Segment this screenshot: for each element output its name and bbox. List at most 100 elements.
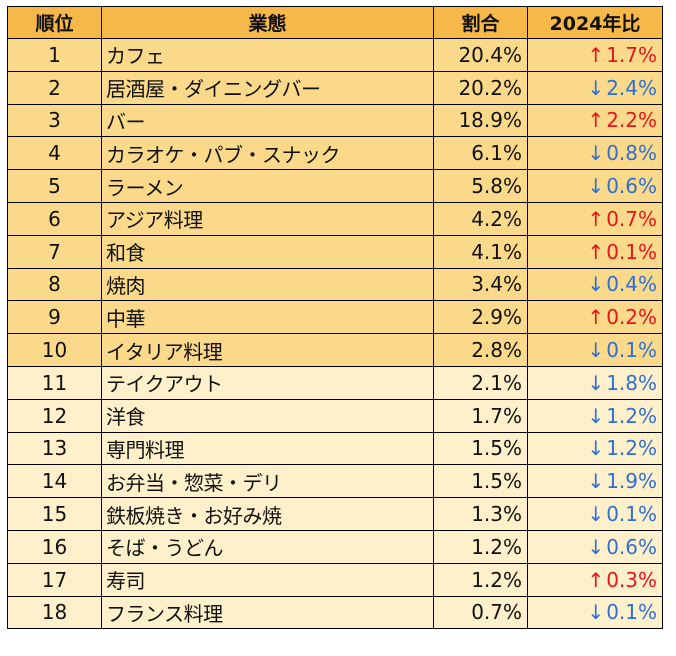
change-cell: ↑ 1.7% — [527, 38, 663, 72]
table-row: 12 洋食 1.7% ↓ 1.2% — [7, 398, 663, 433]
table-row: 9 中華 2.9% ↑ 0.2% — [7, 300, 663, 335]
arrow-down-icon: ↓ — [587, 141, 605, 166]
share-cell: 1.2% — [433, 529, 528, 564]
table-row: 17 寿司 1.2% ↑ 0.3% — [7, 562, 663, 597]
table-row: 18 フランス料理 0.7% ↓ 0.1% — [7, 595, 663, 630]
change-value: 2.4% — [606, 75, 657, 100]
rank-cell: 3 — [7, 103, 102, 138]
header-row: 順位 業態 割合 2024年比 — [7, 6, 663, 39]
table-row: 2 居酒屋・ダイニングバー 20.2% ↓ 2.4% — [7, 70, 663, 105]
change-cell: ↓ 0.1% — [527, 333, 663, 367]
category-cell: 居酒屋・ダイニングバー — [101, 70, 434, 105]
change-value: 0.4% — [606, 272, 657, 297]
change-value: 1.2% — [606, 436, 657, 461]
category-cell: そば・うどん — [101, 529, 434, 564]
rank-cell: 8 — [7, 267, 102, 302]
change-value: 1.2% — [606, 403, 657, 428]
arrow-up-icon: ↑ — [587, 42, 605, 67]
rank-cell: 16 — [7, 529, 102, 564]
rank-cell: 4 — [7, 136, 102, 171]
table-body: 1 カフェ 20.4% ↑ 1.7% 2 居酒屋・ダイニングバー 20.2% ↓ 2… — [7, 38, 663, 630]
change-cell: ↓ 0.6% — [527, 169, 663, 203]
table-row: 7 和食 4.1% ↑ 0.1% — [7, 234, 663, 269]
share-cell: 6.1% — [433, 136, 528, 171]
change-value: 0.2% — [606, 305, 657, 330]
change-value: 0.7% — [606, 206, 657, 231]
category-cell: フランス料理 — [101, 595, 434, 630]
arrow-down-icon: ↓ — [587, 534, 605, 559]
change-value: 1.8% — [606, 370, 657, 395]
change-cell: ↓ 0.1% — [527, 497, 663, 531]
arrow-down-icon: ↓ — [587, 469, 605, 494]
share-cell: 20.4% — [433, 38, 528, 72]
ranking-table: 順位 業態 割合 2024年比 1 カフェ 20.4% ↑ 1.7% 2 居酒屋・… — [7, 6, 663, 630]
change-value: 0.6% — [606, 534, 657, 559]
arrow-down-icon: ↓ — [587, 338, 605, 363]
change-value: 1.9% — [606, 469, 657, 494]
arrow-down-icon: ↓ — [587, 75, 605, 100]
rank-cell: 10 — [7, 333, 102, 367]
rank-cell: 5 — [7, 169, 102, 203]
table-row: 1 カフェ 20.4% ↑ 1.7% — [7, 38, 663, 72]
category-cell: 中華 — [101, 300, 434, 335]
arrow-up-icon: ↑ — [587, 239, 605, 264]
rank-cell: 18 — [7, 595, 102, 630]
category-cell: お弁当・惣菜・デリ — [101, 464, 434, 499]
rank-cell: 11 — [7, 365, 102, 400]
share-cell: 2.9% — [433, 300, 528, 335]
change-cell: ↓ 0.4% — [527, 267, 663, 302]
category-cell: カフェ — [101, 38, 434, 72]
category-cell: 和食 — [101, 234, 434, 269]
category-cell: ラーメン — [101, 169, 434, 203]
category-cell: 洋食 — [101, 398, 434, 433]
rank-cell: 6 — [7, 201, 102, 236]
change-value: 0.8% — [606, 141, 657, 166]
change-cell: ↓ 0.1% — [527, 595, 663, 630]
rank-cell: 14 — [7, 464, 102, 499]
share-cell: 1.5% — [433, 431, 528, 466]
share-cell: 2.1% — [433, 365, 528, 400]
rank-cell: 17 — [7, 562, 102, 597]
table-row: 14 お弁当・惣菜・デリ 1.5% ↓ 1.9% — [7, 464, 663, 499]
rank-cell: 9 — [7, 300, 102, 335]
share-cell: 4.2% — [433, 201, 528, 236]
share-cell: 5.8% — [433, 169, 528, 203]
header-rank: 順位 — [7, 6, 102, 39]
category-cell: 鉄板焼き・お好み焼 — [101, 497, 434, 531]
arrow-down-icon: ↓ — [587, 436, 605, 461]
table-row: 11 テイクアウト 2.1% ↓ 1.8% — [7, 365, 663, 400]
table-row: 3 バー 18.9% ↑ 2.2% — [7, 103, 663, 138]
header-category: 業態 — [101, 6, 434, 39]
share-cell: 2.8% — [433, 333, 528, 367]
rank-cell: 13 — [7, 431, 102, 466]
change-value: 0.1% — [606, 600, 657, 625]
header-change: 2024年比 — [527, 6, 663, 39]
arrow-down-icon: ↓ — [587, 174, 605, 199]
rank-cell: 2 — [7, 70, 102, 105]
category-cell: イタリア料理 — [101, 333, 434, 367]
change-cell: ↓ 1.9% — [527, 464, 663, 499]
arrow-down-icon: ↓ — [587, 403, 605, 428]
share-cell: 1.2% — [433, 562, 528, 597]
rank-cell: 12 — [7, 398, 102, 433]
change-cell: ↑ 0.1% — [527, 234, 663, 269]
change-cell: ↓ 1.8% — [527, 365, 663, 400]
arrow-down-icon: ↓ — [587, 502, 605, 527]
change-value: 0.1% — [606, 338, 657, 363]
change-cell: ↓ 1.2% — [527, 431, 663, 466]
ranking-table-container: 順位 業態 割合 2024年比 1 カフェ 20.4% ↑ 1.7% 2 居酒屋・… — [7, 6, 663, 630]
share-cell: 1.5% — [433, 464, 528, 499]
category-cell: アジア料理 — [101, 201, 434, 236]
change-value: 0.1% — [606, 502, 657, 527]
arrow-down-icon: ↓ — [587, 272, 605, 297]
table-row: 6 アジア料理 4.2% ↑ 0.7% — [7, 201, 663, 236]
change-cell: ↑ 0.2% — [527, 300, 663, 335]
table-row: 8 焼肉 3.4% ↓ 0.4% — [7, 267, 663, 302]
share-cell: 4.1% — [433, 234, 528, 269]
share-cell: 0.7% — [433, 595, 528, 630]
change-value: 0.3% — [606, 567, 657, 592]
change-value: 0.6% — [606, 174, 657, 199]
share-cell: 1.7% — [433, 398, 528, 433]
arrow-down-icon: ↓ — [587, 370, 605, 395]
category-cell: バー — [101, 103, 434, 138]
